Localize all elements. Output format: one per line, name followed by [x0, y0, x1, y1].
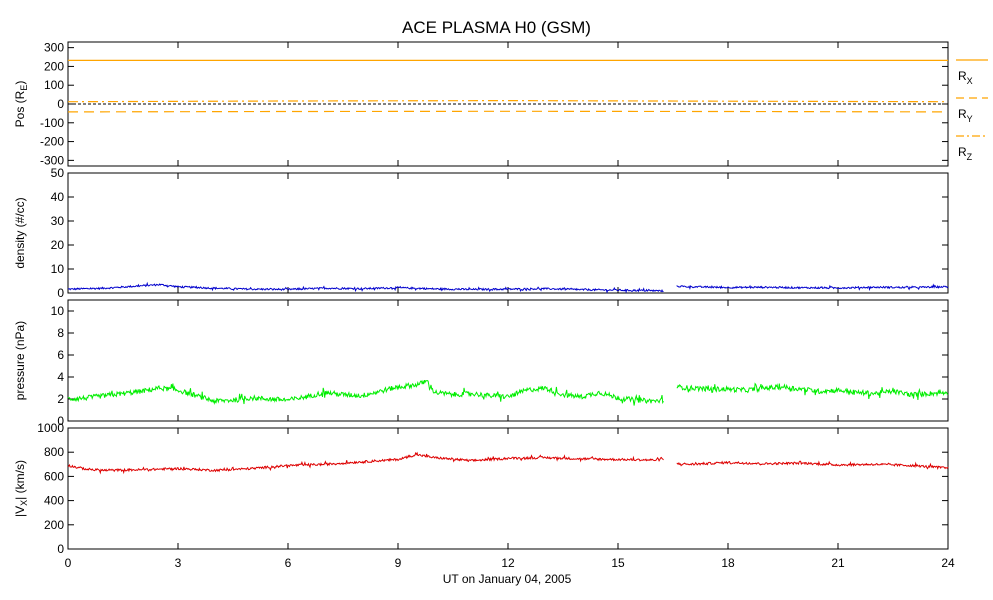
vx-series-line [676, 460, 949, 471]
y-tick-label: 8 [57, 326, 64, 340]
legend-label-ry: RY [958, 107, 973, 124]
x-tick-label: 9 [395, 556, 402, 570]
y-tick-label: 200 [44, 59, 64, 73]
series-line-ry [67, 110, 949, 113]
x-tick-label: 21 [831, 556, 845, 570]
x-tick-label: 3 [175, 556, 182, 570]
y-tick-label: 600 [44, 469, 64, 483]
series-line-rz [67, 99, 949, 103]
y-tick-label: 2 [57, 392, 64, 406]
x-axis: 0 3 6 9 12 15 18 21 24 [65, 556, 955, 570]
legend: RX RY RZ [956, 59, 988, 162]
y-axis-label: density (#/cc) [13, 197, 27, 268]
x-tick-label: 15 [611, 556, 625, 570]
y-tick-label: -300 [40, 153, 64, 167]
y-tick-label: 800 [44, 445, 64, 459]
y-tick-label: 0 [57, 286, 64, 300]
panel-frame [67, 299, 949, 422]
y-tick-label: 40 [51, 190, 65, 204]
y-tick-label: 10 [51, 262, 65, 276]
panel-frame [67, 172, 949, 294]
y-axis-label: Pos (RE) [13, 81, 29, 128]
y-tick-label: 6 [57, 348, 64, 362]
panel-vx: 0 200 400 600 800 1000 |VX| (km/s) [13, 421, 949, 556]
density-series-line [68, 281, 664, 294]
chart-title: ACE PLASMA H0 (GSM) [402, 18, 591, 37]
y-axis-label: pressure (nPa) [13, 321, 27, 400]
y-tick-label: 300 [44, 41, 64, 55]
x-tick-label: 24 [941, 556, 955, 570]
pressure-series-line [67, 379, 664, 406]
x-tick-label: 6 [285, 556, 292, 570]
y-tick-label: 0 [57, 97, 64, 111]
legend-label-rz: RZ [958, 145, 973, 162]
y-tick-label: 30 [51, 214, 65, 228]
x-tick-label: 18 [721, 556, 735, 570]
y-tick-label: 0 [57, 414, 64, 428]
y-tick-label: 400 [44, 494, 64, 508]
y-tick-label: 20 [51, 238, 65, 252]
x-tick-label: 0 [65, 556, 72, 570]
density-series-line [676, 283, 949, 292]
y-axis-label: |VX| (km/s) [13, 460, 29, 517]
vx-series-line [67, 451, 664, 475]
y-tick-label: 10 [51, 304, 65, 318]
x-tick-label: 12 [501, 556, 515, 570]
panel-density: 0 10 20 30 40 50 density (#/cc) [13, 166, 949, 300]
panel-pressure: 0 2 4 6 8 10 pressure (nPa) [13, 299, 949, 428]
x-axis-label: UT on January 04, 2005 [443, 572, 572, 586]
pressure-series-line [676, 382, 949, 401]
panel-pos: -300 -200 -100 0 100 200 300 Pos (RE) [13, 41, 949, 167]
y-tick-label: 1000 [37, 421, 64, 435]
panel-frame [67, 427, 949, 550]
y-tick-label: -200 [40, 135, 64, 149]
y-tick-label: 100 [44, 78, 64, 92]
legend-label-rx: RX [958, 69, 973, 86]
y-tick-label: 0 [57, 542, 64, 556]
y-tick-label: 200 [44, 518, 64, 532]
y-tick-label: 50 [51, 166, 65, 180]
y-tick-label: -100 [40, 116, 64, 130]
y-tick-label: 4 [57, 370, 64, 384]
